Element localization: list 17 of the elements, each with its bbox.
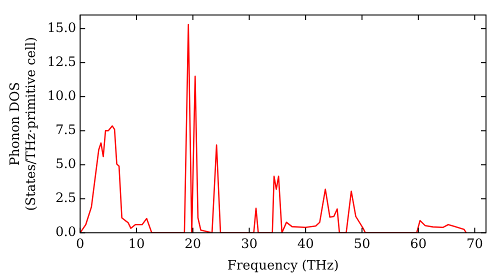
x-tick-label: 40 xyxy=(297,236,314,252)
y-tick-label: 10.0 xyxy=(47,89,76,104)
y-tick-label: 12.5 xyxy=(47,55,76,70)
y-tick-label: 0.0 xyxy=(55,225,76,240)
x-tick-label: 20 xyxy=(184,236,202,252)
x-tick-label: 60 xyxy=(410,236,427,252)
y-tick-label: 7.5 xyxy=(55,123,76,138)
x-axis-title: Frequency (THz) xyxy=(227,258,339,274)
x-tick-label: 0 xyxy=(76,236,84,252)
y-tick-label: 5.0 xyxy=(55,157,76,172)
x-tick-label: 50 xyxy=(354,236,370,252)
x-tick-label: 30 xyxy=(240,236,258,252)
y-tick-label: 2.5 xyxy=(55,191,76,206)
y-tick-label: 15.0 xyxy=(47,20,76,36)
x-tick-label: 70 xyxy=(466,236,483,252)
x-tick-label: 10 xyxy=(128,236,145,252)
y-axis-title: Phonon DOS (States/THz·primitive cell) xyxy=(8,36,39,211)
